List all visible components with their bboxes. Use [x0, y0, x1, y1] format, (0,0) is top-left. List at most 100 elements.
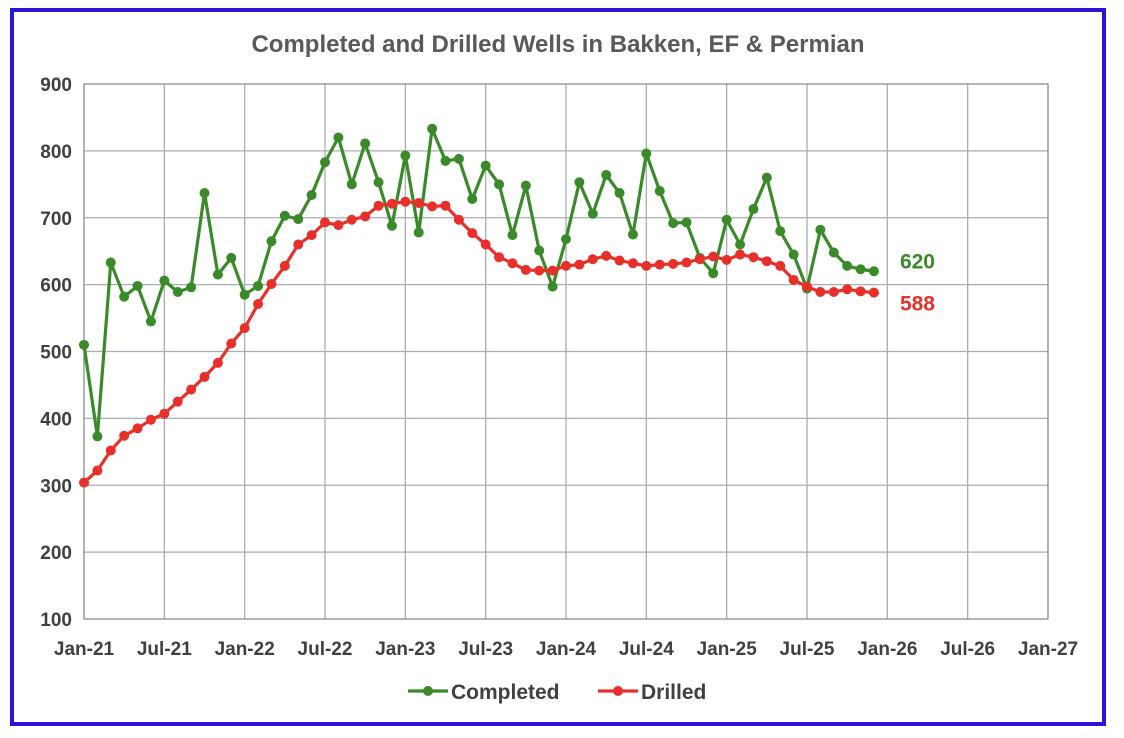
data-point [132, 423, 143, 434]
data-point [868, 266, 879, 277]
data-point [815, 224, 826, 235]
data-point [761, 256, 772, 267]
x-tick-label: Jan-23 [375, 639, 435, 660]
data-point [453, 153, 464, 164]
data-point [453, 214, 464, 225]
data-point [668, 218, 679, 229]
data-point [253, 280, 264, 291]
data-point [266, 278, 277, 289]
data-point [668, 258, 679, 269]
data-point [239, 323, 250, 334]
data-point [855, 286, 866, 297]
data-point [842, 260, 853, 271]
data-point [226, 338, 237, 349]
data-point [79, 339, 89, 350]
data-point [105, 445, 116, 456]
data-point [212, 357, 223, 368]
y-tick-label: 400 [40, 409, 72, 430]
data-point [641, 148, 652, 159]
data-point [627, 229, 638, 240]
x-tick-label: Jul-26 [940, 639, 995, 660]
data-point [614, 188, 625, 199]
data-point [119, 291, 130, 302]
legend-marker [613, 686, 623, 696]
data-point [386, 220, 397, 231]
data-point [172, 286, 183, 297]
data-point [775, 226, 786, 237]
chart-frame [10, 8, 1106, 726]
y-axis-tick-labels: 100 200 300 400 500 600 700 800 900 [40, 75, 72, 631]
end-value-label: 620 [900, 250, 935, 273]
data-point [320, 217, 330, 228]
data-point [413, 198, 424, 209]
legend-item-completed: Completed [408, 681, 560, 704]
data-point [828, 247, 839, 258]
data-point [641, 260, 652, 271]
data-point [735, 239, 746, 250]
legend-item-drilled: Drilled [598, 681, 706, 704]
data-point [721, 254, 732, 265]
data-point [547, 281, 558, 292]
data-point [775, 260, 786, 271]
data-point [266, 236, 277, 247]
data-point [413, 227, 424, 238]
data-point [788, 249, 799, 260]
data-point [279, 260, 290, 271]
data-point [735, 249, 746, 260]
y-tick-label: 200 [40, 543, 72, 564]
data-point [494, 252, 505, 263]
data-point [520, 264, 531, 275]
x-tick-label: Jan-22 [215, 639, 275, 660]
data-point [574, 259, 585, 270]
data-point [708, 251, 719, 262]
y-tick-label: 600 [40, 276, 72, 297]
data-point [855, 264, 866, 275]
data-point [79, 477, 89, 488]
data-point [654, 186, 665, 196]
data-point [842, 284, 853, 295]
grid [83, 83, 1049, 620]
data-point [346, 179, 357, 190]
data-point [199, 371, 210, 382]
y-tick-label: 100 [40, 610, 72, 631]
x-tick-label: Jul-25 [780, 639, 835, 660]
data-point [694, 254, 705, 265]
data-point [480, 239, 491, 250]
data-point [815, 286, 826, 297]
x-tick-label: Jan-25 [697, 639, 758, 660]
data-point [507, 258, 518, 269]
y-tick-label: 500 [40, 343, 72, 364]
data-point [373, 200, 384, 211]
data-point [547, 265, 558, 276]
series-line [82, 127, 875, 439]
y-tick-label: 900 [40, 75, 72, 96]
data-point [293, 239, 304, 250]
x-tick-label: Jan-27 [1018, 639, 1078, 660]
data-point [172, 396, 183, 407]
data-point [614, 255, 625, 266]
data-point [534, 245, 545, 256]
data-point [92, 431, 103, 442]
data-point [681, 217, 692, 228]
data-point [186, 384, 197, 395]
legend: Completed Drilled [408, 681, 706, 704]
data-point [627, 258, 638, 269]
y-tick-label: 700 [40, 209, 72, 230]
data-point [212, 269, 223, 280]
data-point [561, 260, 571, 271]
data-point [480, 160, 491, 171]
data-point [761, 172, 772, 183]
data-point [293, 214, 304, 225]
data-point [373, 177, 384, 188]
data-point [92, 465, 103, 476]
data-point [534, 265, 545, 276]
data-point [788, 274, 799, 285]
data-point [306, 190, 317, 201]
data-point [748, 204, 759, 215]
data-point [440, 155, 451, 166]
data-point [400, 196, 411, 207]
x-tick-label: Jul-22 [298, 639, 353, 660]
x-tick-label: Jul-23 [458, 639, 513, 660]
x-tick-label: Jul-21 [137, 639, 192, 660]
x-tick-label: Jan-26 [857, 639, 917, 660]
